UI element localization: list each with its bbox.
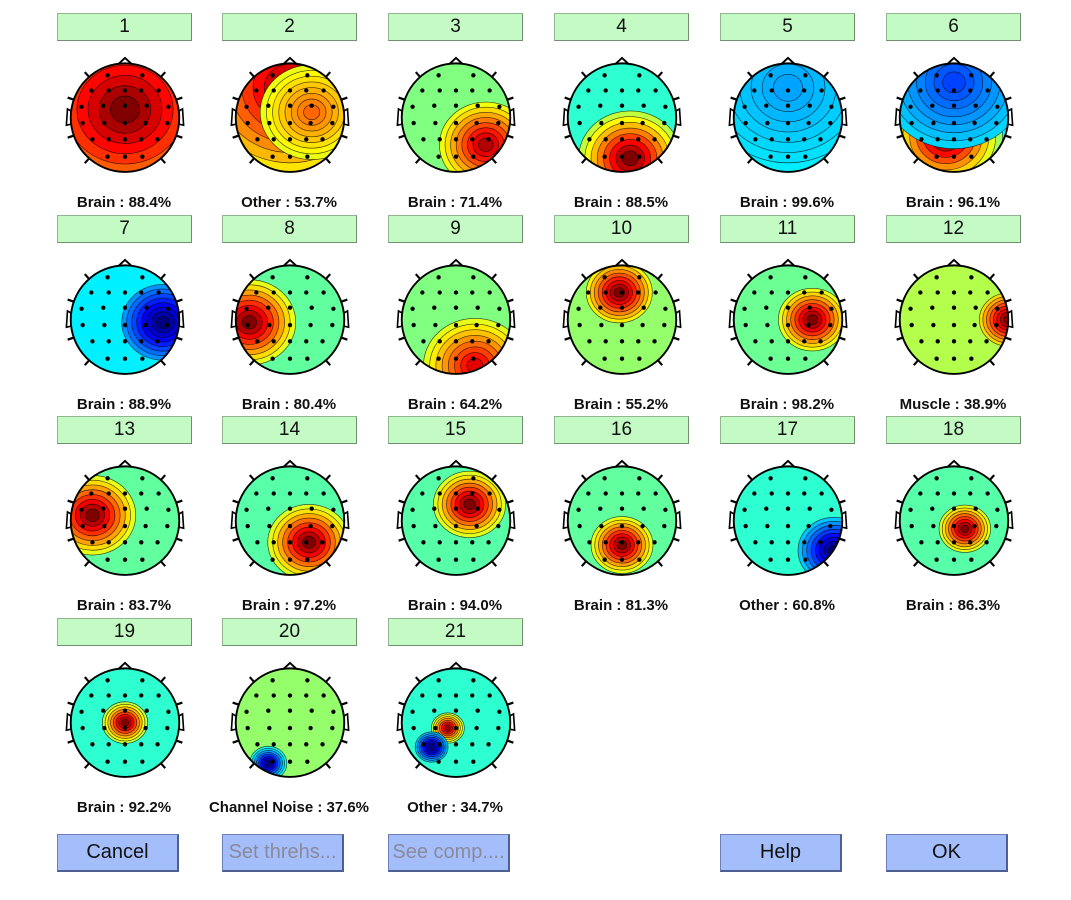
component-classification-label: Brain : 81.3% — [573, 597, 669, 614]
help-button[interactable]: Help — [720, 834, 842, 872]
component-button-19[interactable]: 19 — [57, 618, 192, 646]
component-button-16[interactable]: 16 — [554, 416, 689, 444]
component-classification-label: Brain : 86.3% — [905, 597, 1001, 614]
component-button-14[interactable]: 14 — [222, 416, 357, 444]
topomap-component-19 — [65, 661, 185, 778]
component-classification-label: Brain : 71.4% — [407, 194, 503, 211]
component-classification-label: Brain : 98.2% — [739, 396, 835, 413]
component-button-15[interactable]: 15 — [388, 416, 523, 444]
topomap-component-10 — [562, 258, 682, 375]
component-button-20[interactable]: 20 — [222, 618, 357, 646]
topomap-component-9 — [396, 258, 516, 375]
component-classification-label: Brain : 83.7% — [76, 597, 172, 614]
topomap-component-4 — [562, 56, 682, 173]
topomap-component-13 — [65, 459, 185, 576]
component-button-3[interactable]: 3 — [388, 13, 523, 41]
component-classification-label: Brain : 88.5% — [573, 194, 669, 211]
component-classification-label: Brain : 99.6% — [739, 194, 835, 211]
topomap-component-18 — [894, 459, 1014, 576]
component-classification-label: Brain : 80.4% — [241, 396, 337, 413]
component-button-17[interactable]: 17 — [720, 416, 855, 444]
component-classification-label: Brain : 64.2% — [407, 396, 503, 413]
ok-button[interactable]: OK — [886, 834, 1008, 872]
component-classification-label: Muscle : 38.9% — [899, 396, 1007, 413]
topomap-component-2 — [230, 56, 350, 173]
component-button-2[interactable]: 2 — [222, 13, 357, 41]
topomap-component-5 — [728, 56, 848, 173]
component-classification-label: Brain : 55.2% — [573, 396, 669, 413]
component-classification-label: Brain : 96.1% — [905, 194, 1001, 211]
component-button-12[interactable]: 12 — [886, 215, 1021, 243]
component-classification-label: Brain : 94.0% — [407, 597, 503, 614]
topomap-component-7 — [65, 258, 185, 375]
component-button-4[interactable]: 4 — [554, 13, 689, 41]
component-button-5[interactable]: 5 — [720, 13, 855, 41]
component-classification-label: Brain : 97.2% — [241, 597, 337, 614]
component-button-7[interactable]: 7 — [57, 215, 192, 243]
topomap-component-6 — [894, 56, 1014, 173]
component-classification-label: Brain : 88.9% — [76, 396, 172, 413]
component-button-13[interactable]: 13 — [57, 416, 192, 444]
component-button-6[interactable]: 6 — [886, 13, 1021, 41]
cancel-button[interactable]: Cancel — [57, 834, 179, 872]
topomap-component-8 — [230, 258, 350, 375]
component-button-18[interactable]: 18 — [886, 416, 1021, 444]
component-button-9[interactable]: 9 — [388, 215, 523, 243]
component-classification-label: Brain : 92.2% — [76, 799, 172, 816]
topomap-component-1 — [65, 56, 185, 173]
topomap-component-14 — [230, 459, 350, 576]
topomap-component-16 — [562, 459, 682, 576]
topomap-component-15 — [396, 459, 516, 576]
component-button-8[interactable]: 8 — [222, 215, 357, 243]
set-thresholds-button: Set threhs... — [222, 834, 344, 872]
component-button-1[interactable]: 1 — [57, 13, 192, 41]
see-components-button: See comp.... — [388, 834, 510, 872]
topomap-component-17 — [728, 459, 848, 576]
topomap-component-21 — [396, 661, 516, 778]
component-button-11[interactable]: 11 — [720, 215, 855, 243]
component-classification-label: Other : 53.7% — [241, 194, 337, 211]
topomap-component-11 — [728, 258, 848, 375]
component-button-21[interactable]: 21 — [388, 618, 523, 646]
topomap-component-20 — [230, 661, 350, 778]
topomap-component-12 — [894, 258, 1014, 375]
component-classification-label: Other : 34.7% — [407, 799, 503, 816]
component-classification-label: Channel Noise : 37.6% — [208, 799, 370, 816]
component-classification-label: Brain : 88.4% — [76, 194, 172, 211]
component-classification-label: Other : 60.8% — [739, 597, 835, 614]
component-button-10[interactable]: 10 — [554, 215, 689, 243]
topomap-component-3 — [396, 56, 516, 173]
